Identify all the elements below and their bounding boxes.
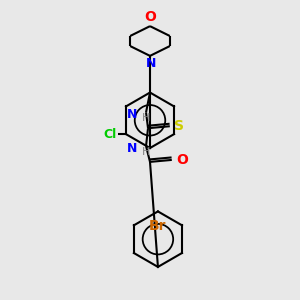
Text: H: H — [142, 113, 150, 123]
Text: Cl: Cl — [104, 128, 117, 141]
Text: N: N — [127, 108, 137, 121]
Text: O: O — [144, 10, 156, 24]
Text: S: S — [174, 119, 184, 133]
Text: H: H — [142, 147, 150, 157]
Text: N: N — [146, 57, 156, 70]
Text: Br: Br — [149, 219, 167, 233]
Text: O: O — [176, 153, 188, 167]
Text: N: N — [127, 142, 137, 154]
